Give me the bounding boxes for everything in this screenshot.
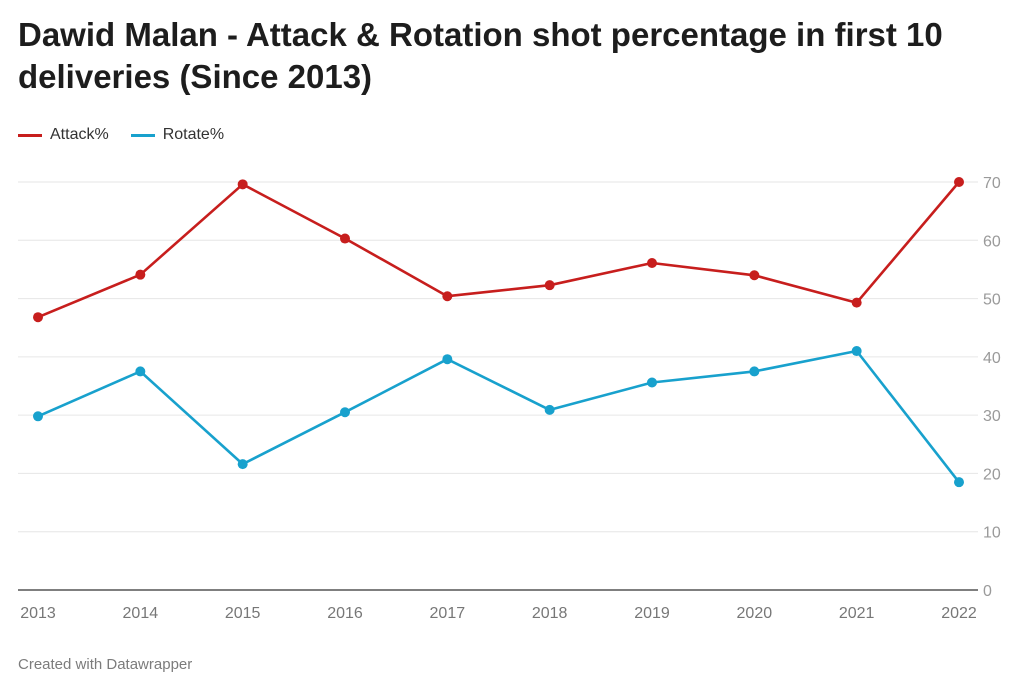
y-tick-label-70: 70	[983, 175, 1001, 192]
point-rotate-2017	[442, 354, 453, 365]
point-rotate-2016	[340, 407, 350, 418]
x-tick-label-2019: 2019	[634, 605, 670, 622]
x-tick-label-2020: 2020	[737, 605, 773, 622]
point-attack-2017	[442, 291, 453, 302]
point-rotate-2018	[544, 404, 555, 415]
x-tick-label-2014: 2014	[123, 605, 159, 622]
legend: Attack% Rotate%	[18, 124, 246, 146]
x-tick-label-2015: 2015	[225, 605, 261, 622]
y-tick-label-60: 60	[983, 233, 1001, 250]
footer-credit: Created with Datawrapper	[18, 656, 193, 673]
point-attack-2013	[33, 312, 43, 323]
x-tick-label-2016: 2016	[327, 605, 363, 622]
y-tick-label-40: 40	[983, 350, 1001, 367]
point-attack-2018	[544, 280, 555, 291]
point-rotate-2014	[135, 366, 146, 377]
point-rotate-2022	[954, 477, 964, 488]
x-tick-label-2022: 2022	[941, 605, 977, 622]
y-tick-label-50: 50	[983, 292, 1001, 309]
y-tick-label-30: 30	[983, 408, 1001, 425]
y-tick-label-0: 0	[983, 583, 992, 600]
legend-label-rotate: Rotate%	[162, 126, 225, 143]
point-attack-2014	[135, 269, 146, 280]
point-rotate-2021	[851, 346, 862, 357]
point-attack-2022	[954, 177, 964, 187]
point-rotate-2015	[237, 459, 248, 470]
series-line-rotate	[36, 349, 961, 484]
legend-item-attack: Attack%	[18, 126, 109, 144]
point-attack-2021	[851, 297, 862, 308]
point-attack-2016	[340, 233, 350, 244]
point-attack-2020	[749, 270, 760, 281]
x-tick-label-2013: 2013	[20, 605, 56, 622]
point-attack-2015	[237, 179, 248, 190]
legend-item-rotate: Rotate%	[130, 126, 225, 144]
point-attack-2019	[647, 258, 657, 269]
x-tick-label-2018: 2018	[532, 605, 568, 622]
y-tick-label-10: 10	[983, 525, 1001, 542]
x-tick-label-2017: 2017	[430, 605, 466, 622]
legend-label-attack: Attack%	[50, 126, 109, 143]
legend-swatch-rotate	[130, 133, 155, 137]
y-tick-label-20: 20	[983, 466, 1001, 483]
point-rotate-2013	[33, 411, 43, 422]
chart-title: Dawid Malan - Attack & Rotation shot per…	[18, 16, 943, 95]
series-line-attack	[36, 180, 961, 319]
legend-swatch-attack	[18, 133, 42, 137]
x-tick-label-2021: 2021	[839, 605, 875, 622]
point-rotate-2020	[749, 366, 760, 377]
point-rotate-2019	[647, 377, 657, 388]
